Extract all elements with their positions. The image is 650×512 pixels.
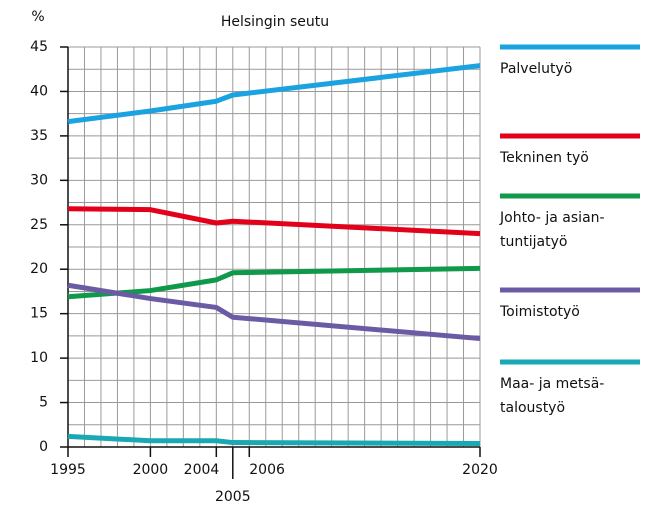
y-tick-label: 0 — [39, 439, 48, 455]
y-tick-label: 40 — [30, 83, 48, 99]
legend-label: Johto- ja asian- tuntijatyö — [500, 210, 605, 250]
y-tick-label: 30 — [30, 172, 48, 188]
y-tick-label: 20 — [30, 261, 48, 277]
legend-label: Toimistotyö — [500, 304, 580, 320]
legend-label: Tekninen työ — [500, 150, 589, 166]
line-series — [67, 265, 481, 300]
x-tick-label: 2000 — [133, 462, 169, 478]
x-tick-label: 2020 — [462, 462, 498, 478]
x-tick-label: 2006 — [249, 462, 285, 478]
y-tick-label: 5 — [39, 395, 48, 411]
line-series — [67, 63, 481, 125]
y-tick-label: 15 — [30, 306, 48, 322]
line-series — [67, 282, 481, 342]
y-axis-label: % — [31, 9, 44, 25]
y-tick-label: 45 — [30, 39, 48, 55]
legend-label: Palvelutyö — [500, 61, 573, 77]
line-series — [67, 433, 481, 446]
legend-label: Maa- ja metsä- taloustyö — [500, 376, 605, 416]
chart-title: Helsingin seutu — [221, 14, 329, 30]
y-tick-label: 10 — [30, 350, 48, 366]
x-tick-label: 2005 — [215, 489, 251, 505]
y-tick-label: 35 — [30, 128, 48, 144]
x-tick-label: 1995 — [50, 462, 86, 478]
line-series — [67, 206, 481, 237]
x-tick-label: 2004 — [184, 462, 220, 478]
y-tick-label: 25 — [30, 217, 48, 233]
